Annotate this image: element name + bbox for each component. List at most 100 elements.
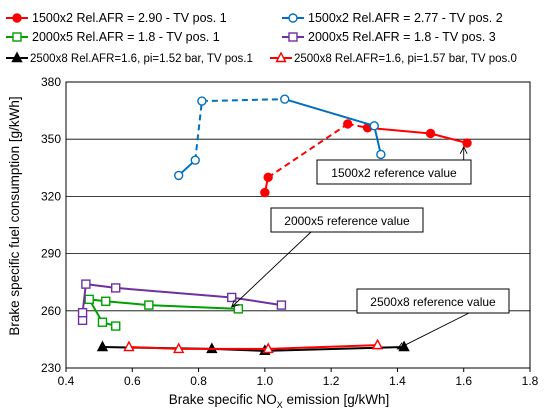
callout-label: 1500x2 reference value [331, 166, 457, 180]
data-point [123, 340, 135, 352]
y-tick-label: 290 [41, 247, 61, 261]
y-tick-label: 320 [41, 189, 61, 203]
callout-box [316, 159, 472, 185]
data-point [173, 170, 184, 181]
x-tick-label: 1.4 [389, 374, 406, 388]
data-point [11, 51, 23, 63]
data-point [111, 283, 121, 293]
callout-2500x8: 2500x8 reference value [356, 288, 510, 350]
series-line-segment [367, 126, 431, 135]
callout-arrow [231, 231, 312, 308]
legend-marker [12, 13, 22, 23]
legend-entry-2000x5-pos3: 2000x5 Rel.AFR = 1.8 - TV pos. 3 [282, 30, 496, 44]
callout-label: 2500x8 reference value [370, 295, 496, 309]
data-point [275, 51, 287, 63]
axes [65, 81, 531, 372]
data-point [77, 308, 88, 318]
legend-entry-1500x2-pos2: 1500x2 Rel.AFR = 2.77 - TV pos. 2 [282, 11, 503, 25]
y-tick-label: 380 [41, 75, 61, 89]
x-tick-labels: 0.4 0.6 0.8 1.0 1.2 1.4 1.6 1.8 [58, 374, 539, 388]
data-point [81, 279, 91, 289]
callout-arrowhead [230, 299, 240, 308]
y-axis-title: Brake specific fuel consumption [g/kWh] [7, 96, 22, 335]
series-3 [77, 279, 287, 326]
data-point [96, 340, 109, 352]
series-line-segment [81, 283, 87, 313]
data-point [111, 321, 121, 331]
data-point [425, 128, 436, 139]
data-point [190, 155, 200, 165]
callout-1500x2: 1500x2 reference value [316, 145, 472, 185]
series-line-segment [430, 132, 468, 144]
data-point [12, 32, 22, 42]
series-line-segment [115, 286, 232, 299]
series-line-segment [194, 100, 203, 161]
data-point [97, 317, 108, 327]
data-point [197, 96, 207, 106]
legend: 1500x2 Rel.AFR = 2.90 - TV pos. 1 1500x2… [6, 11, 517, 65]
x-tick-label: 0.4 [58, 374, 75, 388]
plot-area [65, 81, 531, 369]
data-point [462, 138, 472, 148]
legend-entry-2000x5-pos1: 2000x5 Rel.AFR = 1.8 - TV pos. 1 [6, 30, 220, 44]
legend-marker [288, 32, 298, 42]
series-line-segment [148, 304, 239, 310]
legend-label: 2000x5 Rel.AFR = 1.8 - TV pos. 1 [32, 30, 220, 44]
series-group [77, 94, 472, 356]
y-tick-label: 230 [41, 361, 61, 375]
legend-label: 1500x2 Rel.AFR = 2.90 - TV pos. 1 [32, 11, 227, 25]
data-point [369, 121, 379, 131]
x-axis-title-main: Brake specific NO [169, 392, 277, 407]
data-point [260, 187, 270, 198]
data-point [12, 13, 22, 23]
callout-arrowhead [459, 145, 468, 155]
data-point [263, 172, 273, 183]
data-point [262, 342, 274, 354]
callout-arrowhead [396, 342, 406, 350]
legend-entry-2500x8-pos1: 2500x8 Rel.AFR=1.6, pi=1.52 bar, TV pos.… [6, 51, 253, 65]
series-line-segment [231, 296, 282, 307]
data-point [144, 300, 154, 310]
legend-marker [288, 13, 298, 23]
y-tick-label: 260 [41, 304, 61, 318]
series-5 [123, 338, 384, 354]
series-line-segment [128, 346, 179, 350]
series-2 [84, 294, 244, 331]
legend-label: 1500x2 Rel.AFR = 2.77 - TV pos. 2 [308, 11, 503, 25]
data-point [343, 119, 353, 129]
legend-entry-2500x8-pos0: 2500x8 Rel.AFR=1.6, pi=1.57 bar, TV pos.… [270, 51, 517, 65]
series-line-segment [268, 344, 378, 350]
series-0 [260, 119, 472, 198]
legend-marker [275, 51, 287, 63]
data-point [280, 94, 290, 104]
data-point [288, 13, 298, 23]
legend-label: 2500x8 Rel.AFR=1.6, pi=1.57 bar, TV pos.… [294, 53, 517, 65]
callout-arrow [397, 312, 470, 350]
x-axis-title-tail: emission [g/kWh] [283, 392, 390, 407]
data-point [84, 294, 94, 305]
series-line-segment [201, 98, 285, 103]
series-line-segment [267, 123, 349, 179]
data-point [101, 296, 111, 306]
series-1 [173, 94, 386, 181]
series-line-segment [373, 125, 382, 155]
x-tick-label: 1.0 [257, 374, 274, 388]
legend-marker [11, 51, 23, 63]
legend-marker [12, 32, 22, 42]
data-point [376, 149, 386, 160]
callout-label: 2000x5 reference value [284, 214, 410, 228]
x-tick-label: 0.8 [190, 374, 207, 388]
series-line-segment [105, 300, 149, 307]
series-line-segment [85, 283, 116, 289]
data-point [371, 338, 384, 350]
callout-box [270, 207, 424, 233]
callout-box [356, 288, 510, 314]
x-tick-label: 1.6 [455, 374, 472, 388]
y-tick-label: 350 [41, 132, 61, 146]
series-line-segment [284, 98, 375, 127]
data-point [173, 342, 185, 354]
x-tick-label: 0.6 [124, 374, 141, 388]
data-point [227, 292, 237, 303]
x-tick-label: 1.8 [522, 374, 539, 388]
